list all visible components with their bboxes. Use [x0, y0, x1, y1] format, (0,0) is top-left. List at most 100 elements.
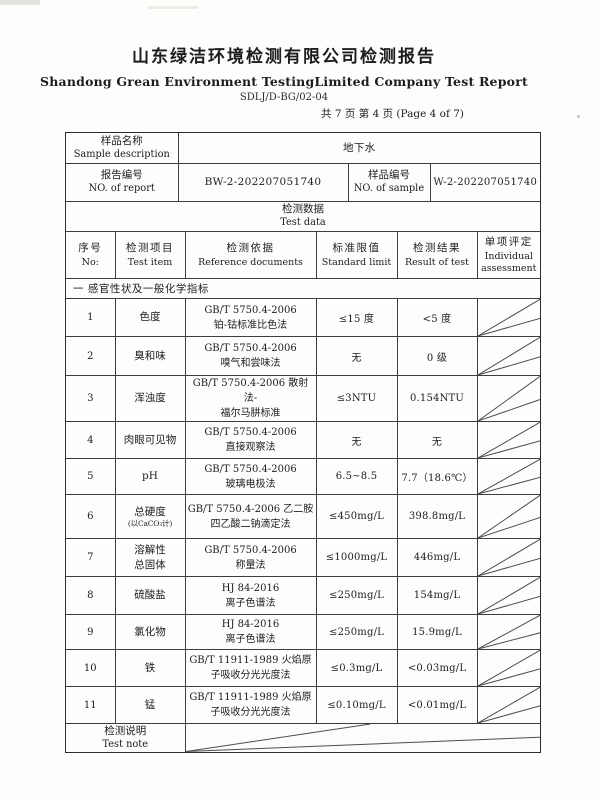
col-header-method-cn: 检测依据 [226, 241, 275, 254]
cell-result: 0 级 [396, 336, 478, 376]
col-header-result: 检测结果 Result of test [396, 231, 478, 279]
cell-item-name: 硫酸盐 [134, 589, 166, 602]
col-header-no: 序号 No: [66, 231, 116, 279]
na-slash-icon [478, 615, 541, 649]
test-note-blank [184, 723, 541, 752]
cell-item: 浑浊度 [114, 375, 186, 422]
page-indicator: 共 7 页 第 4 页 (Page 4 of 7) [321, 108, 464, 120]
test-note-label: 检测说明 Test note [66, 723, 186, 752]
cell-limit: ≤3NTU [315, 375, 398, 422]
cell-method: GB/T 5750.4-2006 直接观察法 [184, 421, 317, 459]
report-no-label-en: NO. of report [88, 183, 155, 195]
cell-item: 臭和味 [114, 336, 186, 376]
col-header-no-en: No: [81, 256, 99, 268]
test-rows: 1 色度 GB/T 5750.4-2006 铂-钴标准比色法 ≤15 度 <5 … [66, 298, 541, 724]
col-header-limit-cn: 标准限值 [332, 241, 381, 254]
cell-limit: 6.5~8.5 [315, 458, 398, 495]
cell-limit: ≤0.10mg/L [315, 686, 398, 724]
cell-no: 1 [66, 298, 116, 337]
cell-assessment [476, 649, 541, 687]
cell-item-name: 浑浊度 [134, 392, 166, 405]
table-row: 4 肉眼可见物 GB/T 5750.4-2006 直接观察法 无 无 [66, 421, 540, 459]
table-row: 5 pH GB/T 5750.4-2006 玻璃电极法 6.5~8.5 7.7（… [66, 458, 541, 495]
cell-no: 4 [66, 421, 116, 459]
cell-method: GB/T 5750.4-2006 散射法- 福尔马肼标准 [184, 375, 317, 422]
cell-result: 398.8mg/L [396, 494, 478, 539]
table-row: 7 溶解性 总固体 GB/T 5750.4-2006 称量法 ≤1000mg/L… [66, 538, 541, 577]
na-slash-icon [478, 376, 541, 421]
col-header-limit-en: Standard limit [321, 256, 392, 268]
na-slash-icon [478, 299, 541, 336]
cell-method: GB/T 5750.4-2006 嗅气和尝味法 [184, 336, 317, 376]
cell-no: 9 [66, 614, 116, 650]
sample-name-label-cn: 样品名称 [100, 135, 143, 148]
cell-assessment [476, 538, 541, 577]
cell-assessment [476, 686, 541, 724]
cell-no: 8 [66, 576, 116, 615]
sample-no-value: W-2-202207051740 [429, 162, 541, 202]
test-data-title-en: Test data [280, 217, 326, 229]
cell-method: GB/T 11911-1989 火焰原 子吸收分光光度法 [184, 649, 317, 687]
na-slash-icon [478, 337, 541, 375]
cell-limit: ≤450mg/L [315, 494, 398, 539]
test-data-title: 检测数据 Test data [66, 200, 541, 232]
na-slash-icon [478, 495, 541, 538]
sample-no-label: 样品编号 NO. of sample [347, 162, 431, 202]
report-no-row: 报告编号 NO. of report BW-2-202207051740 样品编… [66, 162, 541, 202]
na-slash-icon [478, 539, 541, 576]
na-slash-icon [186, 724, 541, 752]
cell-method: HJ 84-2016 离子色谱法 [184, 614, 317, 650]
cell-item-name: 肉眼可见物 [123, 433, 177, 446]
test-note-label-en: Test note [102, 739, 149, 751]
na-slash-icon [478, 687, 541, 723]
cell-limit: ≤1000mg/L [315, 538, 398, 577]
cell-assessment [476, 336, 541, 376]
cell-item-name: 溶解性 总固体 [134, 544, 166, 571]
col-header-result-cn: 检测结果 [413, 241, 461, 254]
test-data-table: 序号 No: 检测项目 Test item 检测依据 Reference doc… [66, 231, 541, 752]
cell-item-name: 氯化物 [134, 625, 166, 638]
section-title: 一 感官性状及一般化学指标 [66, 278, 540, 299]
cell-item-name: 臭和味 [134, 349, 166, 362]
cell-assessment [476, 458, 541, 495]
col-header-item-en: Test item [127, 256, 173, 268]
cell-result: 7.7（18.6℃） [396, 458, 478, 495]
report-no-label: 报告编号 NO. of report [66, 162, 179, 202]
cell-item-name: pH [142, 470, 158, 483]
table-row: 11 锰 GB/T 11911-1989 火焰原 子吸收分光光度法 ≤0.10m… [66, 686, 541, 724]
table-row: 8 硫酸盐 HJ 84-2016 离子色谱法 ≤250mg/L 154mg/L [66, 576, 540, 615]
cell-method: HJ 84-2016 离子色谱法 [184, 576, 317, 615]
report-table: 样品名称 Sample description 地下水 报告编号 NO. of … [65, 132, 541, 753]
table-row: 9 氯化物 HJ 84-2016 离子色谱法 ≤250mg/L 15.9mg/L [66, 614, 541, 650]
table-row: 2 臭和味 GB/T 5750.4-2006 嗅气和尝味法 无 0 级 [66, 336, 541, 376]
col-header-item: 检测项目 Test item [114, 231, 186, 279]
scan-smudge [148, 6, 198, 9]
cell-method: GB/T 5750.4-2006 称量法 [184, 538, 317, 577]
cell-limit: 无 [315, 336, 398, 376]
sample-name-row: 样品名称 Sample description 地下水 [66, 133, 541, 164]
col-header-assessment-cn: 单项评定 [484, 236, 533, 248]
cell-no: 5 [66, 458, 116, 495]
cell-limit: ≤15 度 [315, 298, 398, 337]
scan-smudge [0, 0, 40, 5]
report-header: 山东绿洁环境检测有限公司检测报告 Shandong Grean Environm… [0, 0, 568, 103]
col-header-limit: 标准限值 Standard limit [315, 231, 398, 279]
cell-limit: ≤250mg/L [315, 576, 398, 615]
cell-item-name: 铁 [144, 661, 156, 674]
report-title-en: Shandong Grean Environment TestingLimite… [40, 74, 528, 89]
cell-item-name: 总硬度 [134, 505, 166, 518]
na-slash-icon [478, 459, 541, 494]
cell-assessment [476, 614, 541, 650]
test-data-row: 检测数据 Test data [66, 200, 541, 232]
sample-no-label-en: NO. of sample [353, 183, 425, 195]
sample-no-label-cn: 样品编号 [368, 169, 410, 182]
na-slash-icon [478, 650, 541, 686]
cell-item: 溶解性 总固体 [114, 538, 186, 577]
col-header-no-cn: 序号 [78, 241, 103, 254]
test-note-label-cn: 检测说明 [104, 725, 147, 738]
cell-limit: ≤0.3mg/L [315, 649, 398, 687]
cell-result: <0.01mg/L [396, 686, 478, 724]
cell-item: 硫酸盐 [114, 576, 186, 615]
table-row: 10 铁 GB/T 11911-1989 火焰原 子吸收分光光度法 ≤0.3mg… [66, 649, 541, 687]
